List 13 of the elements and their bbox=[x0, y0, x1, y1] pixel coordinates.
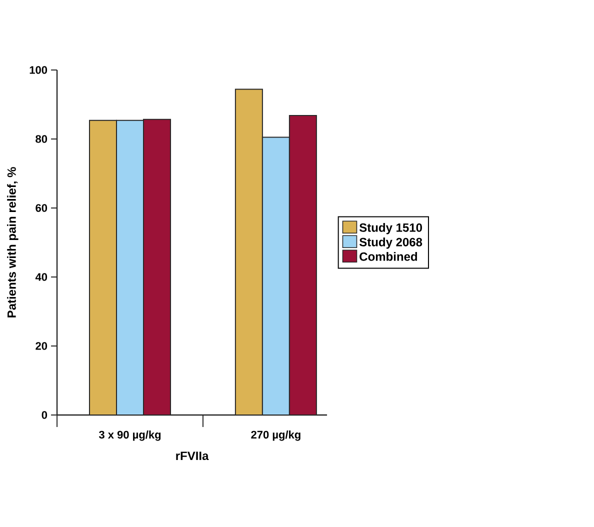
legend-label: Combined bbox=[360, 252, 418, 261]
y-tick-label: 80 bbox=[36, 135, 48, 143]
y-tick-label: 40 bbox=[35, 273, 48, 281]
y-axis-title: Patients with pain relief, % bbox=[7, 167, 18, 318]
legend-label: Study 2068 bbox=[359, 238, 422, 249]
y-tick-label: 0 bbox=[42, 411, 48, 419]
y-tick-label: 20 bbox=[36, 342, 48, 350]
y-tick-label: 100 bbox=[30, 66, 48, 74]
x-tick-label: 270 µg/kg bbox=[251, 430, 300, 441]
y-tick-label: 60 bbox=[36, 204, 48, 212]
x-axis-title: rFVIIa bbox=[176, 452, 209, 460]
legend-label: Study 1510 bbox=[359, 223, 422, 234]
x-tick-label: 3 x 90 µg/kg bbox=[98, 430, 161, 441]
